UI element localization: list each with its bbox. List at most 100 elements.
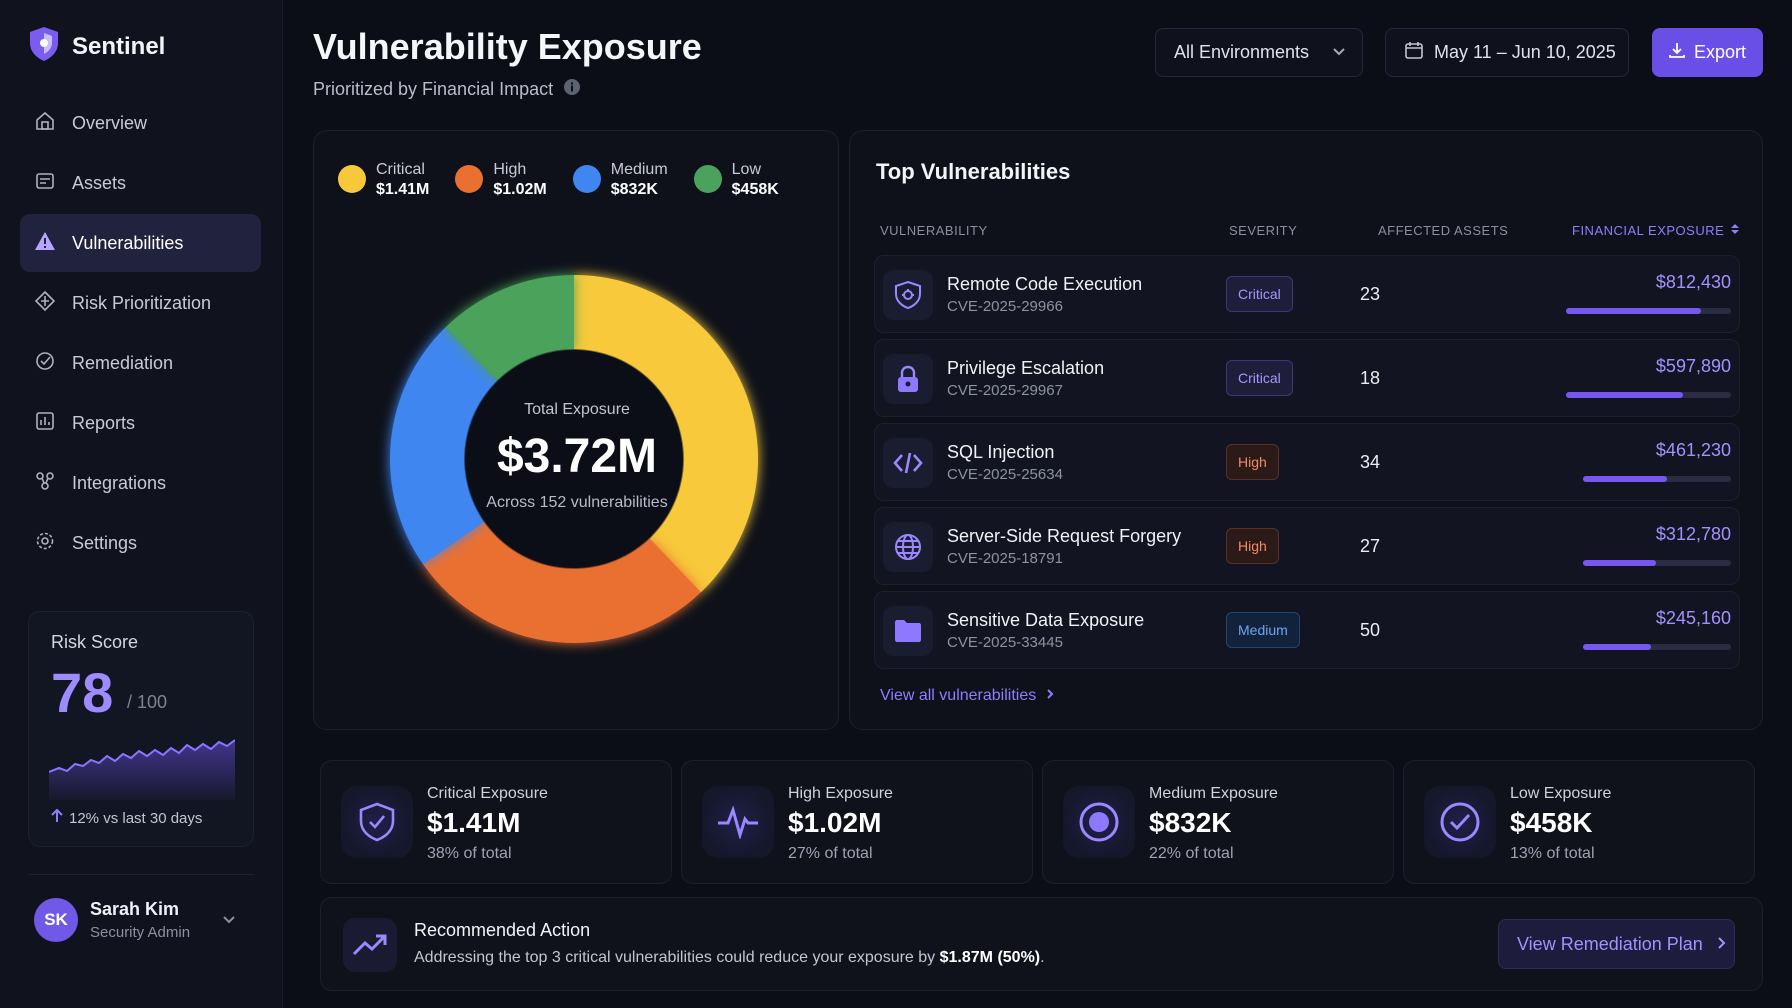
affected-assets: 50 xyxy=(1359,620,1381,640)
sidebar-item-label: Vulnerabilities xyxy=(72,232,184,253)
arrow-up-icon xyxy=(51,808,63,827)
exposure-bar xyxy=(1583,476,1731,482)
risk-score-max: / 100 xyxy=(127,692,168,712)
recommendation-text-prefix: Addressing the top 3 critical vulnerabil… xyxy=(414,949,940,966)
table-row[interactable]: Privilege Escalation CVE-2025-29967 Crit… xyxy=(874,339,1740,417)
legend-label: High xyxy=(493,161,527,178)
table-row[interactable]: Server-Side Request Forgery CVE-2025-187… xyxy=(874,507,1740,585)
button-label: View Remediation Plan xyxy=(1517,933,1703,954)
info-icon[interactable] xyxy=(563,78,581,101)
legend-label: Medium xyxy=(610,161,668,178)
recommended-action-banner: Recommended Action Addressing the top 3 … xyxy=(320,897,1763,991)
column-header-vulnerability[interactable]: VULNERABILITY xyxy=(880,223,988,238)
shield-logo-icon xyxy=(28,26,60,67)
avatar: SK xyxy=(34,898,78,942)
exposure-bar xyxy=(1566,392,1731,398)
folder-icon xyxy=(883,606,933,656)
donut-slice-low[interactable] xyxy=(445,275,574,381)
exposure-donut-panel: Critical $1.41M High $1.02M Medium $832K Lo… xyxy=(313,130,839,730)
environment-select[interactable]: All Environments xyxy=(1155,28,1363,77)
environment-select-value: All Environments xyxy=(1174,42,1310,62)
sidebar-item-remediation[interactable]: Remediation xyxy=(20,334,261,392)
sidebar: Sentinel Overview Assets Vulnerabilities… xyxy=(0,0,283,1008)
kpi-label: Medium Exposure xyxy=(1149,785,1278,802)
kpi-card-medium: Medium Exposure $832K 22% of total xyxy=(1042,760,1394,884)
donut-center-sub: Across 152 vulnerabilities xyxy=(486,494,668,511)
legend-swatch xyxy=(338,165,366,193)
server-icon xyxy=(34,170,56,197)
brand[interactable]: Sentinel xyxy=(28,26,165,67)
date-range-picker[interactable]: May 11 – Jun 10, 2025 xyxy=(1385,28,1629,77)
sidebar-item-reports[interactable]: Reports xyxy=(20,394,261,452)
financial-exposure: $461,230 xyxy=(1655,440,1731,460)
warning-icon xyxy=(34,230,56,257)
donut-center-label: Total Exposure xyxy=(524,401,630,418)
kpi-card-high: High Exposure $1.02M 27% of total xyxy=(681,760,1033,884)
kpi-sub: 27% of total xyxy=(788,845,873,862)
page-title: Vulnerability Exposure xyxy=(313,26,702,67)
exposure-bar-fill xyxy=(1583,560,1656,566)
view-remediation-plan-button[interactable]: View Remediation Plan xyxy=(1498,919,1735,969)
brand-name: Sentinel xyxy=(72,32,166,60)
panel-title: Top Vulnerabilities xyxy=(876,159,1071,184)
kpi-value: $1.41M xyxy=(427,807,521,838)
severity-badge: Critical xyxy=(1226,276,1293,312)
vulnerability-name: Privilege Escalation xyxy=(947,358,1105,378)
donut-slice-high[interactable] xyxy=(422,521,701,643)
column-header-severity[interactable]: SEVERITY xyxy=(1229,223,1298,238)
risk-score-value: 78 xyxy=(51,661,114,724)
affected-assets: 23 xyxy=(1359,284,1381,304)
kpi-card-critical: Critical Exposure $1.41M 38% of total xyxy=(320,760,672,884)
financial-exposure: $245,160 xyxy=(1655,608,1731,628)
export-label: Export xyxy=(1694,42,1747,62)
sidebar-item-vulnerabilities[interactable]: Vulnerabilities xyxy=(20,214,261,272)
sidebar-item-settings[interactable]: Settings xyxy=(20,514,261,572)
user-profile[interactable]: SK Sarah Kim Security Admin xyxy=(34,898,190,942)
diamond-icon xyxy=(34,290,56,317)
legend-label: Critical xyxy=(376,161,425,178)
exposure-bar xyxy=(1566,308,1731,314)
chevron-down-icon[interactable] xyxy=(222,912,236,930)
sidebar-item-integrations[interactable]: Integrations xyxy=(20,454,261,512)
affected-assets: 27 xyxy=(1359,536,1381,556)
table-row[interactable]: Sensitive Data Exposure CVE-2025-33445 M… xyxy=(874,591,1740,669)
divider xyxy=(28,874,254,875)
severity-badge: High xyxy=(1226,444,1279,480)
sidebar-item-risk-prioritization[interactable]: Risk Prioritization xyxy=(20,274,261,332)
affected-assets: 34 xyxy=(1359,452,1381,472)
view-all-label: View all vulnerabilities xyxy=(880,687,1037,704)
column-header-affected-assets[interactable]: AFFECTED ASSETS xyxy=(1378,223,1509,238)
sidebar-item-label: Overview xyxy=(72,112,148,133)
view-all-vulnerabilities-link[interactable]: View all vulnerabilities xyxy=(880,687,1054,705)
legend-value: $1.02M xyxy=(493,181,547,198)
kpi-sub: 38% of total xyxy=(427,845,512,862)
code-icon xyxy=(883,438,933,488)
shield-icon xyxy=(341,786,413,858)
sidebar-item-overview[interactable]: Overview xyxy=(20,94,261,152)
table-row[interactable]: Remote Code Execution CVE-2025-29966 Cri… xyxy=(874,255,1740,333)
sidebar-item-assets[interactable]: Assets xyxy=(20,154,261,212)
legend-label: Low xyxy=(731,161,762,178)
legend-swatch xyxy=(572,165,601,193)
donut-slice-critical[interactable] xyxy=(574,275,759,593)
financial-exposure: $812,430 xyxy=(1655,272,1731,292)
donut-hole xyxy=(465,350,683,568)
vulnerability-name: Sensitive Data Exposure xyxy=(947,610,1145,630)
legend-item-low: Low $458K xyxy=(693,161,779,199)
page-subtitle-text: Prioritized by Financial Impact xyxy=(313,79,554,99)
donut-slice-medium[interactable] xyxy=(389,327,498,565)
sidebar-item-label: Settings xyxy=(72,532,138,553)
risk-trend: 12% vs last 30 days xyxy=(51,808,203,827)
cve-id: CVE-2025-18791 xyxy=(947,550,1063,567)
lock-icon xyxy=(883,354,933,404)
sort-icon xyxy=(1730,223,1740,238)
severity-badge: Medium xyxy=(1226,612,1300,648)
risk-trend-text: 12% vs last 30 days xyxy=(69,809,203,827)
column-header-financial-exposure[interactable]: FINANCIAL EXPOSURE xyxy=(1572,223,1740,238)
exposure-donut-chart xyxy=(389,275,759,643)
exposure-bar-fill xyxy=(1566,308,1702,314)
legend-item-critical: Critical $1.41M xyxy=(338,161,429,199)
export-button[interactable]: Export xyxy=(1652,28,1763,77)
table-row[interactable]: SQL Injection CVE-2025-25634 High 34 $46… xyxy=(874,423,1740,501)
legend-value: $832K xyxy=(610,181,658,198)
